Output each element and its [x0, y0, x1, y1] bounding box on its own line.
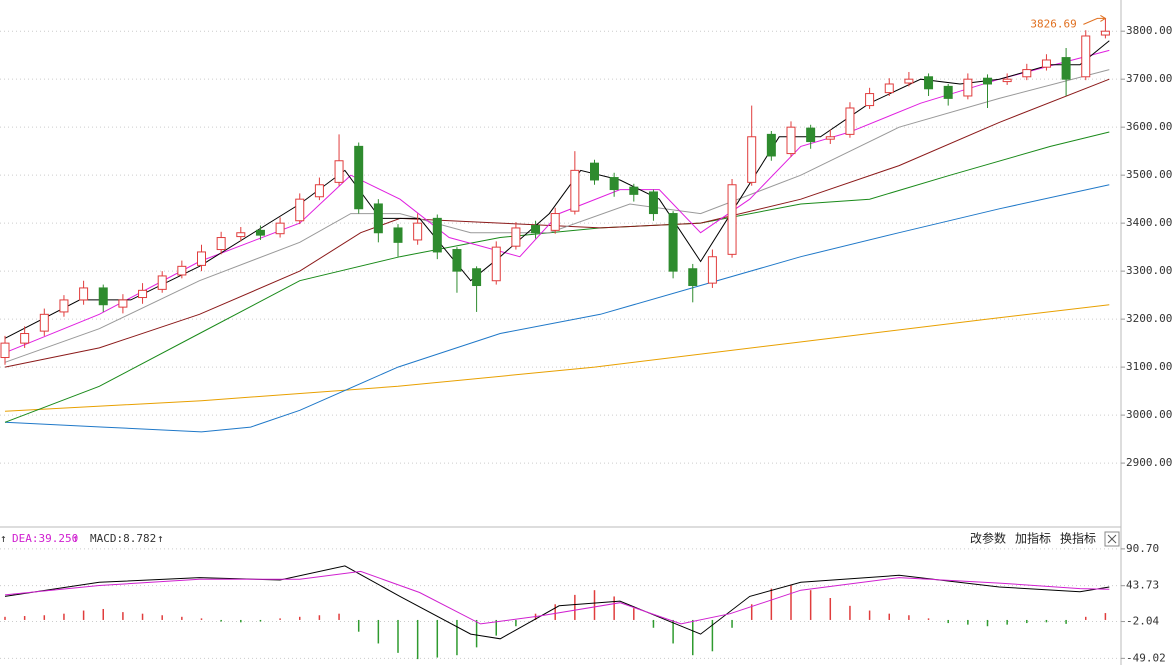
legend-arrow: ↑: [0, 532, 7, 545]
toolbar-button[interactable]: 加指标: [1015, 531, 1051, 546]
candle-body: [432, 217, 442, 253]
candle-body: [0, 342, 10, 359]
max-annotation: 3826.69: [1030, 17, 1076, 30]
candle-body: [295, 198, 305, 222]
legend-arrow: ↑: [72, 532, 79, 545]
indicator-line: [4, 570, 1110, 625]
candle-body: [373, 203, 383, 234]
candle-body: [1022, 69, 1032, 78]
candle-body: [1100, 30, 1110, 36]
candle-body: [1041, 59, 1051, 68]
candle-body: [531, 225, 541, 234]
candle-body: [236, 232, 246, 238]
legend-entry: DEA:39.250: [12, 532, 78, 545]
y-tick-label: 2900.00: [1126, 456, 1172, 469]
candle-body: [766, 133, 776, 157]
candle-body: [20, 333, 30, 344]
y-tick-label: 3300.00: [1126, 264, 1172, 277]
candle-body: [334, 160, 344, 183]
candle-body: [138, 289, 148, 299]
indicator-line: [4, 78, 1110, 368]
candle-body: [648, 191, 658, 215]
candle-body: [216, 237, 226, 251]
candle-body: [707, 256, 717, 284]
candle-body: [79, 287, 89, 301]
y-tick-label: 3200.00: [1126, 312, 1172, 325]
candle-body: [314, 184, 324, 198]
indicator-line: [4, 69, 1110, 363]
annotation-arrow: [1083, 14, 1107, 25]
candle-body: [629, 186, 639, 195]
candle-body: [688, 268, 698, 287]
candle-body: [786, 126, 796, 155]
y-tick-label: 3500.00: [1126, 168, 1172, 181]
candle-body: [747, 136, 757, 183]
y-tick-label: 3700.00: [1126, 72, 1172, 85]
candle-body: [609, 177, 619, 191]
candle-body: [845, 107, 855, 135]
candle-body: [884, 83, 894, 94]
y-tick-label: 90.70: [1126, 542, 1159, 555]
candle-body: [825, 136, 835, 140]
y-tick-label: 3400.00: [1126, 216, 1172, 229]
candle-body: [491, 246, 501, 282]
legend-arrow: ↑: [157, 532, 164, 545]
candle-body: [511, 227, 521, 247]
candle-body: [452, 249, 462, 272]
candle-body: [98, 287, 108, 306]
y-tick-label: -49.02: [1126, 651, 1166, 664]
y-tick-label: 3800.00: [1126, 24, 1172, 37]
candle-body: [177, 265, 187, 276]
candle-body: [472, 268, 482, 287]
candle-body: [255, 229, 265, 236]
candle-body: [806, 127, 816, 143]
candle-body: [157, 275, 167, 290]
candle-body: [1002, 78, 1012, 83]
candle-body: [590, 162, 599, 181]
candle-body: [963, 78, 973, 97]
candle-body: [943, 85, 953, 99]
y-tick-label: -2.04: [1126, 615, 1159, 628]
candle-body: [570, 169, 580, 212]
candle-body: [393, 227, 403, 243]
candle-body: [118, 299, 128, 308]
close-button[interactable]: [1104, 531, 1120, 547]
candle-body: [275, 222, 285, 235]
candle-body: [1061, 57, 1071, 80]
candle-body: [904, 78, 914, 84]
candle-body: [865, 93, 875, 107]
candle-body: [668, 213, 678, 272]
candle-body: [924, 76, 934, 90]
indicator-line: [4, 184, 1110, 433]
candle-body: [39, 313, 49, 332]
candle-body: [413, 222, 423, 241]
candle-body: [354, 145, 364, 210]
legend-entry: MACD:8.782: [90, 532, 156, 545]
candle-body: [727, 184, 737, 255]
y-tick-label: 3000.00: [1126, 408, 1172, 421]
y-tick-label: 43.73: [1126, 579, 1159, 592]
candle-body: [550, 213, 560, 231]
candle-body: [59, 299, 69, 313]
candle-body: [197, 251, 206, 266]
toolbar-button[interactable]: 换指标: [1060, 531, 1096, 546]
candle-body: [983, 77, 992, 85]
y-tick-label: 3600.00: [1126, 120, 1172, 133]
y-tick-label: 3100.00: [1126, 360, 1172, 373]
candle-body: [1081, 35, 1091, 78]
toolbar-button[interactable]: 改参数: [970, 531, 1006, 546]
indicator-line: [4, 304, 1110, 412]
